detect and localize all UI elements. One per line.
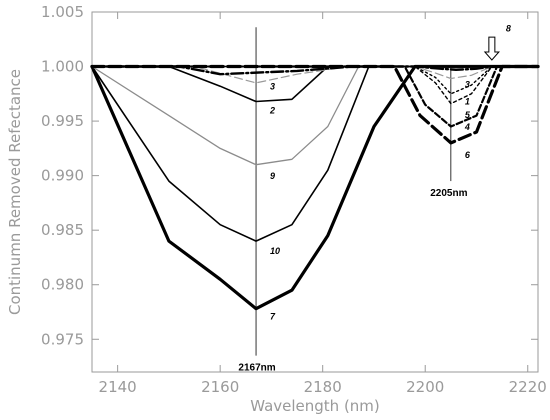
curve-label-1: 1 [465,97,470,107]
curve-label-8: 8 [506,24,511,34]
x-tick-label: 2160 [201,378,239,396]
reference-label-2167nm: 2167nm [238,363,275,374]
curve-label-10: 10 [270,246,280,256]
y-tick-label: 0.990 [41,167,84,185]
plot-frame [91,11,539,373]
down-arrow-icon [483,36,500,61]
series-line-7 [90,64,540,311]
y-tick-label: 1.000 [41,58,84,76]
y-axis-title: Continumn Removed Refectance [6,69,24,315]
curve-label-5: 5 [465,110,471,120]
series-line-2 [91,65,539,103]
x-tick-label: 2180 [304,378,342,396]
series-line-9 [91,65,539,166]
curve-label-2: 2 [269,105,275,115]
y-tick-label: 0.995 [41,112,84,130]
x-tick-label: 2200 [406,378,444,396]
y-tick-label: 0.980 [41,276,84,294]
series-line-10 [91,65,539,242]
curve-label-3: 3 [465,79,470,89]
curve-label-4: 4 [464,122,470,132]
curve-label-6: 6 [465,150,471,160]
curve-label-7: 7 [270,312,276,322]
series-line-8 [90,65,540,76]
reference-label-2205nm: 2205nm [430,188,467,199]
curve-label-9: 9 [270,171,275,181]
x-tick-label: 2140 [99,378,137,396]
x-axis-title: Wavelength (nm) [250,397,380,415]
x-tick-label: 2220 [509,378,547,396]
curve-label-3: 3 [270,81,275,91]
y-tick-label: 0.985 [41,221,84,239]
y-tick-label: 1.005 [41,3,84,21]
y-tick-label: 0.975 [41,330,84,348]
